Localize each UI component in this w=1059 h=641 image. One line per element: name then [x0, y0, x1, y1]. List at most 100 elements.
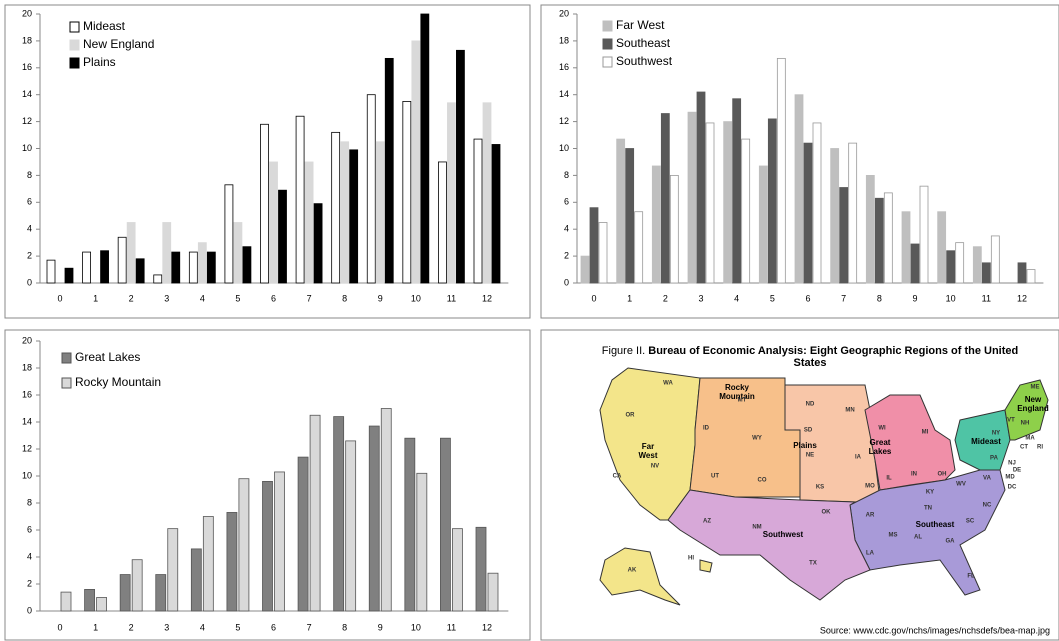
- bar: [368, 425, 380, 612]
- y-tick-label: 8: [564, 170, 569, 180]
- y-tick-label: 6: [27, 197, 32, 207]
- y-tick-label: 20: [22, 8, 32, 18]
- state-label: KY: [926, 490, 934, 496]
- state-label: NY: [992, 431, 1000, 437]
- bar: [723, 121, 733, 284]
- bar: [380, 408, 392, 612]
- bar: [82, 251, 91, 284]
- bar: [946, 250, 956, 284]
- x-tick-label: 12: [482, 622, 492, 632]
- bar: [366, 94, 376, 284]
- bar: [64, 267, 74, 284]
- bar: [438, 161, 447, 284]
- state-label: CT: [1020, 445, 1028, 451]
- state-label: PA: [990, 456, 999, 462]
- state-label: KS: [816, 485, 824, 491]
- legend-label: Mideast: [83, 19, 126, 33]
- bar: [167, 528, 179, 612]
- y-tick-label: 16: [559, 62, 569, 72]
- x-tick-label: 10: [946, 293, 956, 303]
- bar: [117, 236, 127, 284]
- y-tick-label: 14: [22, 89, 32, 99]
- state-label: NE: [806, 453, 814, 459]
- x-tick-label: 4: [734, 293, 739, 303]
- state-label: MO: [865, 484, 875, 490]
- state-label: ID: [703, 426, 710, 432]
- legend-swatch: [61, 352, 72, 364]
- state-label: MS: [889, 533, 898, 539]
- bar: [937, 211, 947, 284]
- state-label: ME: [1031, 385, 1040, 391]
- x-tick-label: 10: [411, 293, 421, 303]
- bar: [274, 471, 285, 612]
- y-tick-label: 2: [27, 250, 32, 260]
- region-label: Southeast: [916, 520, 955, 529]
- region-hawaii: [699, 559, 713, 573]
- x-tick-label: 2: [129, 293, 134, 303]
- state-label: AL: [914, 535, 922, 541]
- bar: [452, 528, 463, 612]
- state-label: WI: [878, 426, 886, 432]
- x-tick-label: 4: [200, 622, 205, 632]
- legend-swatch: [602, 56, 613, 68]
- bar: [660, 113, 670, 284]
- y-tick-label: 2: [27, 578, 32, 588]
- bar: [46, 259, 56, 284]
- y-tick-label: 6: [564, 197, 569, 207]
- bar: [224, 184, 234, 284]
- bar: [278, 189, 287, 284]
- y-tick-label: 12: [559, 116, 569, 126]
- bar: [910, 243, 920, 284]
- bar: [155, 574, 167, 612]
- bar: [404, 437, 416, 612]
- bar: [345, 440, 357, 612]
- bar: [839, 187, 849, 284]
- y-tick-label: 12: [22, 116, 32, 126]
- y-tick-label: 20: [559, 8, 569, 18]
- state-label: OH: [938, 472, 947, 478]
- state-label: IL: [886, 476, 892, 482]
- map-source: Source: www.cdc.gov/nchs/images/nchsdefs…: [820, 625, 1050, 635]
- x-tick-label: 2: [129, 622, 134, 632]
- x-tick-label: 9: [912, 293, 917, 303]
- bar: [197, 242, 207, 284]
- state-label: LA: [866, 551, 875, 557]
- bar: [402, 101, 412, 284]
- legend-label: Southeast: [616, 36, 671, 50]
- state-label: ND: [806, 402, 815, 408]
- state-label: TX: [809, 561, 817, 567]
- bar: [767, 118, 777, 284]
- bar: [202, 516, 214, 612]
- bar: [384, 57, 394, 284]
- y-tick-label: 8: [27, 170, 32, 180]
- bar: [598, 222, 608, 284]
- x-tick-label: 12: [482, 293, 492, 303]
- x-tick-label: 9: [378, 622, 383, 632]
- bar: [295, 115, 305, 284]
- y-tick-label: 10: [22, 143, 32, 153]
- bar: [651, 165, 661, 284]
- bar: [190, 548, 202, 612]
- bar: [233, 222, 243, 284]
- bar: [420, 13, 430, 284]
- state-label: OK: [822, 510, 832, 516]
- y-tick-label: 4: [27, 224, 32, 234]
- y-tick-label: 6: [27, 524, 32, 534]
- state-label: NJ: [1008, 461, 1016, 467]
- bar: [340, 141, 350, 284]
- bar: [260, 123, 269, 284]
- bar: [304, 161, 314, 284]
- map-title-text: Bureau of Economic Analysis: Eight Geogr…: [648, 345, 1019, 369]
- bar: [100, 250, 109, 284]
- legend-label: Southwest: [616, 54, 673, 68]
- bar: [349, 149, 359, 284]
- y-tick-label: 18: [22, 35, 32, 45]
- state-label: MN: [845, 408, 854, 414]
- bar: [696, 91, 706, 284]
- legend-swatch: [69, 39, 80, 51]
- legend-label: Great Lakes: [75, 350, 140, 364]
- region-label: Plains: [793, 441, 817, 450]
- x-tick-label: 3: [164, 622, 169, 632]
- x-tick-label: 11: [447, 622, 456, 632]
